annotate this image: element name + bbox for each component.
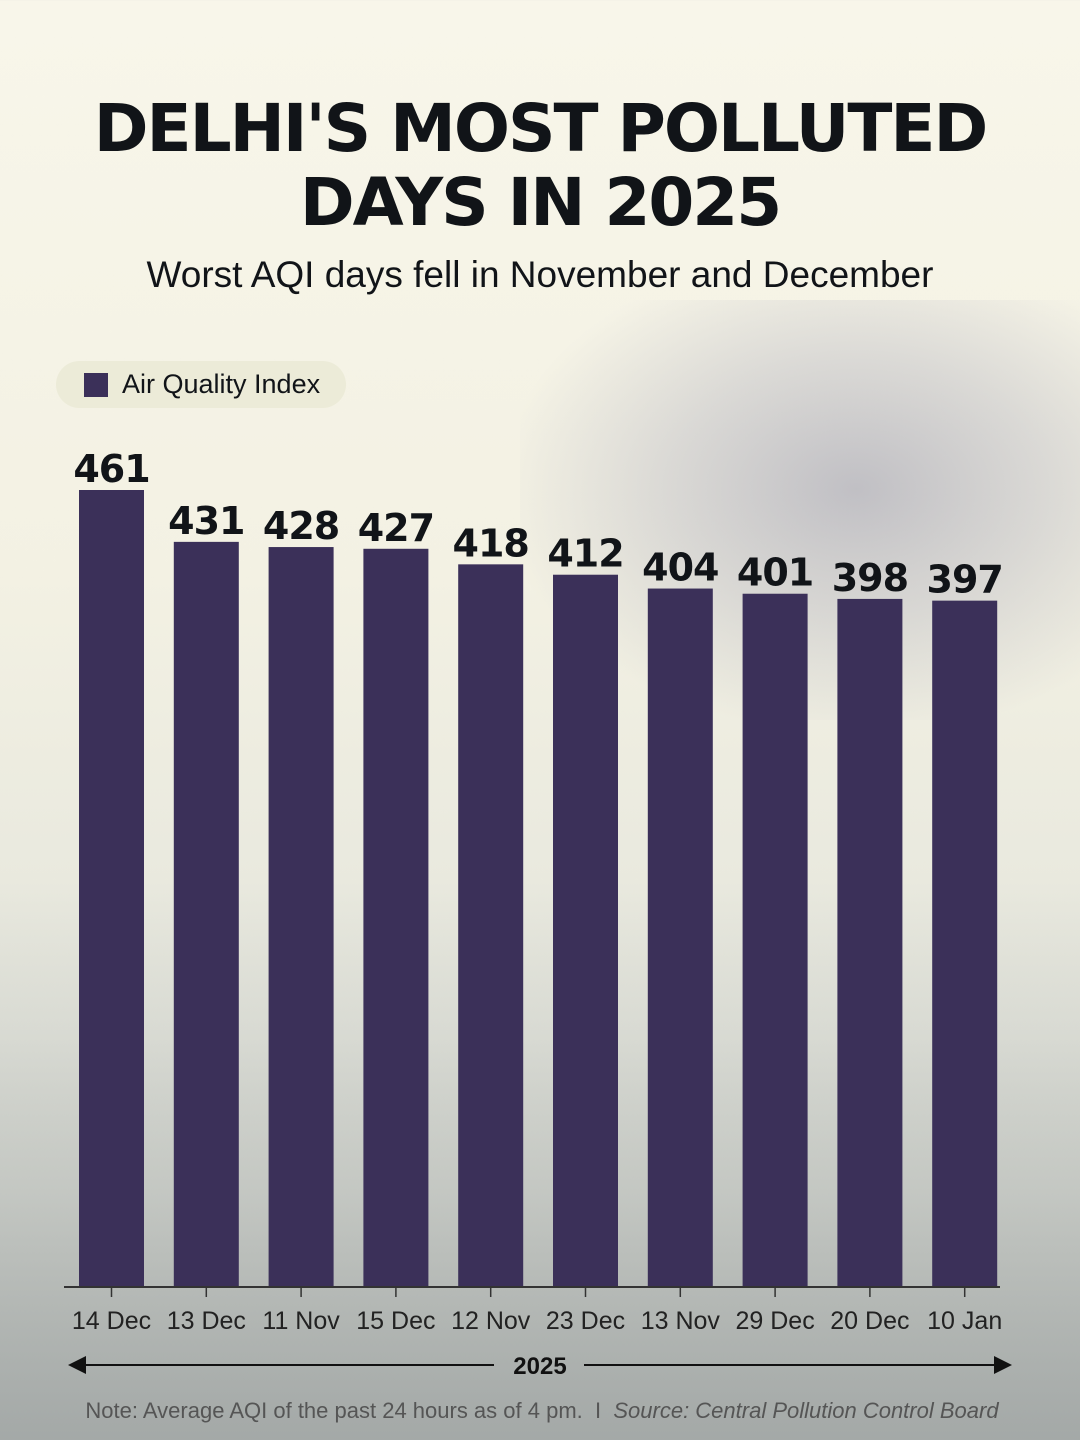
data-label: 427 <box>358 506 434 550</box>
note-separator: I <box>595 1398 602 1423</box>
x-tick-label: 12 Nov <box>451 1307 531 1335</box>
data-label: 401 <box>737 551 813 595</box>
data-label: 418 <box>453 521 529 565</box>
data-label: 412 <box>547 532 623 576</box>
bar <box>173 541 239 1287</box>
x-tick-label: 14 Dec <box>72 1307 151 1335</box>
x-tick-label: 20 Dec <box>830 1307 909 1335</box>
data-label: 398 <box>832 556 908 600</box>
bar <box>932 600 998 1287</box>
legend-swatch <box>84 372 108 397</box>
bar <box>268 547 334 1287</box>
data-label: 404 <box>642 546 718 590</box>
footnote: Note: Average AQI of the past 24 hours a… <box>0 1398 1080 1424</box>
x-tick-label: 15 Dec <box>356 1307 435 1335</box>
x-tick-label: 13 Dec <box>167 1307 246 1335</box>
bar <box>79 490 144 1287</box>
bar <box>742 593 808 1287</box>
chart-legend: Air Quality Index <box>56 361 347 408</box>
data-label: 431 <box>168 499 244 543</box>
source-text: Source: Central Pollution Control Board <box>613 1398 999 1423</box>
data-label: 428 <box>263 504 339 548</box>
note-text: Note: Average AQI of the past 24 hours a… <box>85 1398 583 1423</box>
legend-label: Air Quality Index <box>122 369 321 399</box>
x-tick-label: 23 Dec <box>546 1307 625 1335</box>
arrow-left-icon <box>68 1356 86 1374</box>
bar <box>837 598 903 1287</box>
bar <box>553 574 618 1287</box>
bar <box>647 588 713 1287</box>
x-tick-label: 11 Nov <box>262 1307 340 1335</box>
data-label: 461 <box>73 447 149 491</box>
bar <box>458 564 524 1287</box>
page-title: DELHI'S MOST POLLUTED DAYS IN 2025 <box>93 90 988 241</box>
page-subtitle: Worst AQI days fell in November and Dece… <box>146 254 934 295</box>
arrow-right-icon <box>994 1356 1012 1374</box>
x-axis-label: 2025 <box>513 1353 566 1380</box>
data-label: 397 <box>927 558 1003 602</box>
x-tick-label: 13 Nov <box>641 1307 721 1335</box>
x-tick-label: 10 Jan <box>927 1307 1002 1335</box>
bar <box>363 548 429 1287</box>
x-tick-label: 29 Dec <box>735 1307 814 1335</box>
